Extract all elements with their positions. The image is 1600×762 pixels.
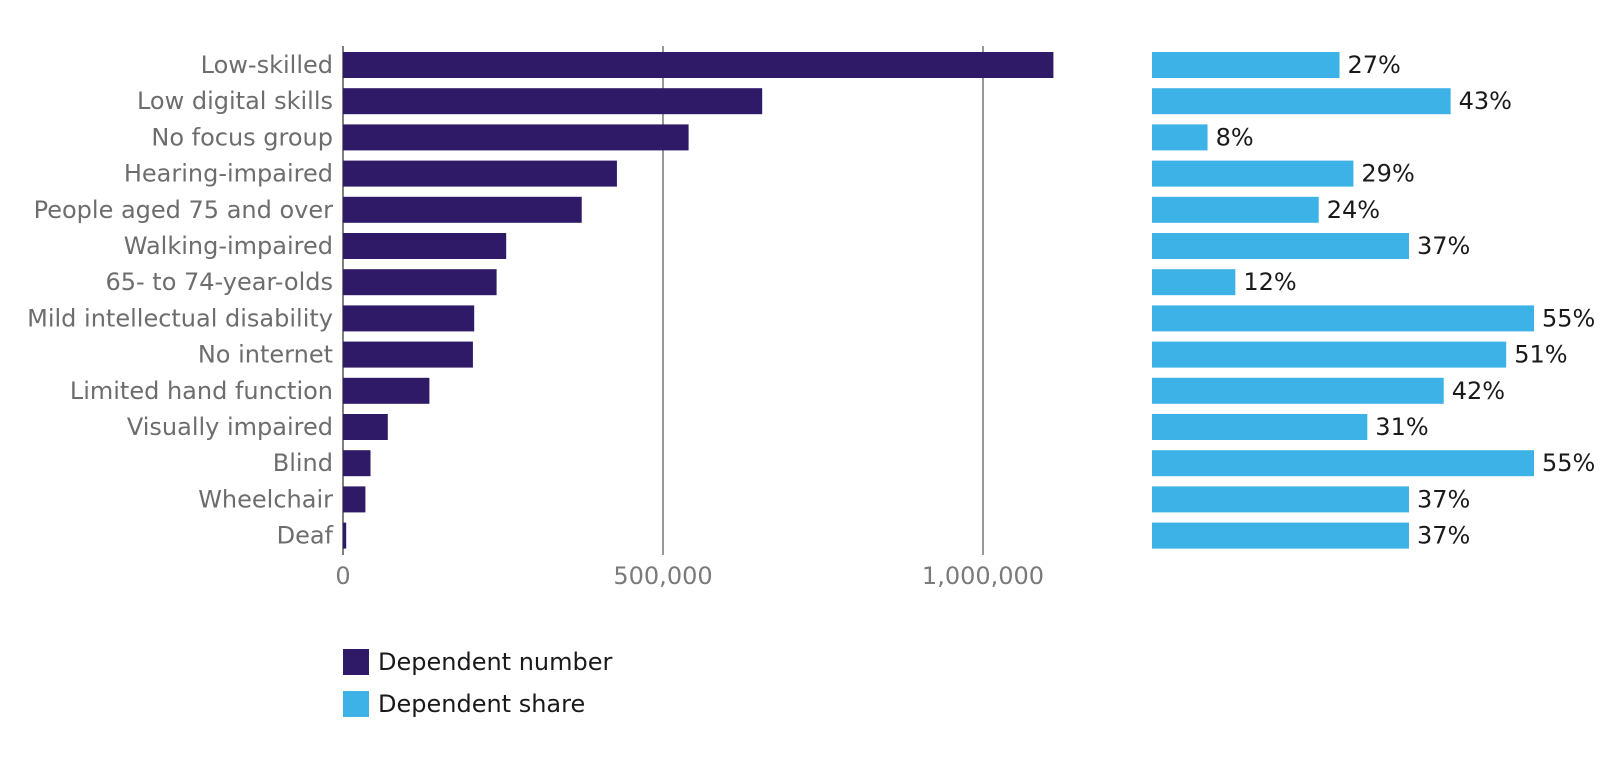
dependent-share-label: 24%: [1327, 196, 1380, 224]
dependent-share-label: 51%: [1514, 341, 1567, 369]
dependent-share-label: 8%: [1216, 123, 1254, 151]
dependent-share-bar: [1152, 52, 1340, 78]
dependent-share-bar: [1152, 377, 1444, 404]
dependent-share-label: 42%: [1452, 377, 1505, 405]
legend-label: Dependent share: [378, 690, 585, 718]
x-tick-label-0: 0: [335, 562, 350, 590]
dependent-number-bar: [343, 377, 430, 404]
dependent-share-bar: [1152, 450, 1534, 477]
category-label: Walking-impaired: [124, 232, 333, 260]
legend-swatch: [343, 649, 369, 675]
legend-swatch: [343, 691, 369, 717]
dependent-share-label: 43%: [1459, 87, 1512, 115]
category-label: No focus group: [151, 123, 333, 151]
category-label: People aged 75 and over: [34, 196, 334, 224]
dependent-share-label: 55%: [1542, 449, 1595, 477]
dependent-share-bar: [1152, 124, 1208, 151]
dependent-number-bar: [343, 160, 617, 187]
category-label: Blind: [273, 449, 333, 477]
category-label: Mild intellectual disability: [27, 304, 333, 332]
dependent-share-bar: [1152, 233, 1409, 259]
dependent-share-bar: [1152, 88, 1451, 115]
dependent-share-label: 12%: [1243, 268, 1296, 296]
dependent-number-bar: [343, 124, 689, 151]
category-label: Limited hand function: [70, 377, 333, 405]
dependent-share-label: 37%: [1417, 522, 1470, 550]
dependent-share-bar: [1152, 305, 1534, 332]
dependent-number-bar: [343, 196, 582, 223]
dependent-share-label: 37%: [1417, 485, 1470, 513]
dependent-number-bar: [343, 486, 366, 513]
category-label: No internet: [198, 341, 333, 369]
dependent-share-bar: [1152, 160, 1354, 187]
dependent-share-labels: 27% 43% 8% 29% 24% 37% 12% 55% 51% 42% 31% 55% 37% 37…: [1216, 51, 1596, 550]
dependent-number-bar: [343, 305, 475, 332]
dependent-share-bars: [1152, 52, 1534, 549]
dependent-number-bar: [343, 522, 347, 549]
dependent-share-label: 37%: [1417, 232, 1470, 260]
category-labels: Low-skilled Low digital skills No focus gr…: [27, 51, 333, 550]
x-axis-tick-labels: 0 500,000 1,000,000: [335, 562, 1044, 590]
dependent-number-bar: [343, 450, 371, 477]
gridlines: [342, 46, 984, 555]
legend: Dependent number Dependent share: [343, 648, 613, 718]
dependent-number-bar: [343, 233, 507, 259]
category-label: Wheelchair: [198, 485, 333, 513]
dependent-share-label: 27%: [1348, 51, 1401, 79]
dependent-share-label: 29%: [1361, 160, 1414, 188]
x-tick-label-1: 500,000: [613, 562, 712, 590]
dependent-share-bar: [1152, 486, 1409, 513]
dependent-number-bar: [343, 52, 1054, 78]
dependent-share-label: 31%: [1375, 413, 1428, 441]
dependent-share-bar: [1152, 269, 1236, 296]
category-label: Hearing-impaired: [124, 160, 333, 188]
dependent-number-bars: [343, 52, 1054, 549]
category-label: Low-skilled: [201, 51, 333, 79]
dependent-number-bar: [343, 341, 473, 368]
dependent-share-bar: [1152, 522, 1409, 549]
category-label: Low digital skills: [137, 87, 333, 115]
dependent-number-bar: [343, 414, 388, 440]
category-label: Deaf: [277, 522, 334, 550]
dependent-share-bar: [1152, 341, 1507, 368]
dependent-number-bar: [343, 269, 497, 296]
dependent-share-bar: [1152, 196, 1319, 223]
dependent-share-label: 55%: [1542, 304, 1595, 332]
category-label: 65- to 74-year-olds: [105, 268, 333, 296]
category-label: Visually impaired: [127, 413, 333, 441]
dependent-share-bar: [1152, 414, 1368, 440]
dependent-number-bar: [343, 88, 763, 115]
x-tick-label-2: 1,000,000: [922, 562, 1044, 590]
legend-label: Dependent number: [378, 648, 613, 676]
